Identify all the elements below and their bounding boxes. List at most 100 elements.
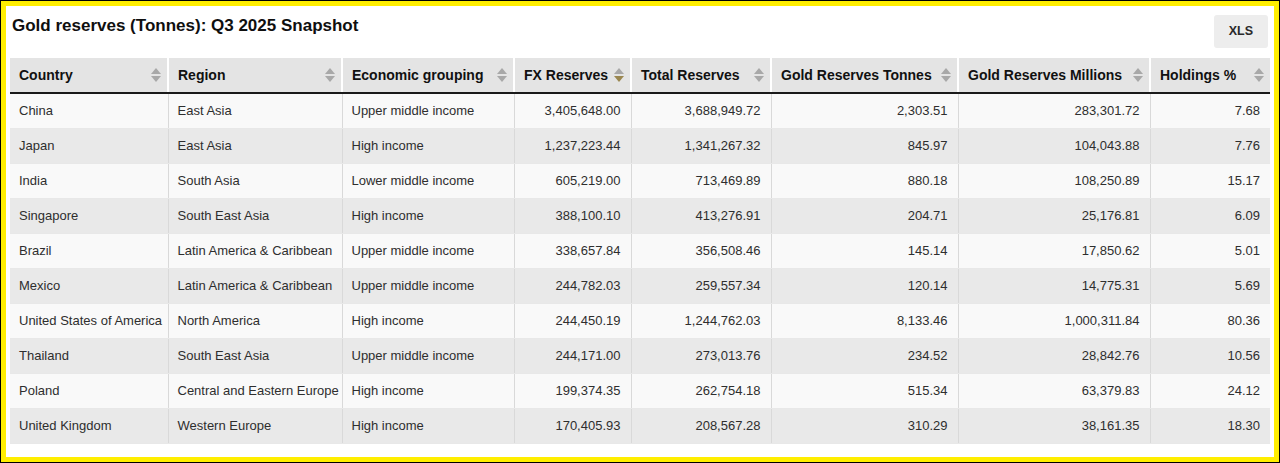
cell-region: East Asia xyxy=(168,129,342,164)
sort-icon xyxy=(754,68,764,82)
cell-country: Mexico xyxy=(10,269,168,304)
cell-total-reserves: 713,469.89 xyxy=(631,164,771,199)
column-header-economic-grouping[interactable]: Economic grouping xyxy=(342,58,514,93)
sort-down-arrow-icon xyxy=(325,76,335,82)
cell-total-reserves: 273,013.76 xyxy=(631,339,771,374)
reserves-table: Country Region Economic grouping FX Reserve… xyxy=(10,58,1270,444)
table-row: SingaporeSouth East AsiaHigh income388,1… xyxy=(10,199,1270,234)
sort-down-arrow-icon xyxy=(614,76,624,82)
column-header-inner: Total Reserves xyxy=(632,67,770,83)
cell-gold-reserves-millions: 1,000,311.84 xyxy=(958,304,1150,339)
table-row: MexicoLatin America & CaribbeanUpper mid… xyxy=(10,269,1270,304)
cell-holdings: 7.76 xyxy=(1150,129,1270,164)
cell-economic-grouping: Upper middle income xyxy=(342,93,514,129)
sort-icon xyxy=(497,68,507,82)
sort-down-arrow-icon xyxy=(941,76,951,82)
column-header-holdings[interactable]: Holdings % xyxy=(1150,58,1270,93)
sort-icon xyxy=(941,68,951,82)
cell-gold-reserves-millions: 108,250.89 xyxy=(958,164,1150,199)
table-row: PolandCentral and Eastern EuropeHigh inc… xyxy=(10,374,1270,409)
sort-icon xyxy=(1254,68,1264,82)
cell-region: Western Europe xyxy=(168,409,342,444)
cell-country: Japan xyxy=(10,129,168,164)
sort-down-arrow-icon xyxy=(151,76,161,82)
cell-holdings: 18.30 xyxy=(1150,409,1270,444)
column-header-gold-reserves-millions[interactable]: Gold Reserves Millions xyxy=(958,58,1150,93)
column-header-total-reserves[interactable]: Total Reserves xyxy=(631,58,771,93)
column-header-inner: Economic grouping xyxy=(343,67,513,83)
sort-icon xyxy=(1133,68,1143,82)
column-header-label: Gold Reserves Tonnes xyxy=(781,67,932,83)
cell-region: South East Asia xyxy=(168,199,342,234)
cell-total-reserves: 259,557.34 xyxy=(631,269,771,304)
cell-fx-reserves: 388,100.10 xyxy=(514,199,631,234)
cell-total-reserves: 356,508.46 xyxy=(631,234,771,269)
sort-down-arrow-icon xyxy=(497,76,507,82)
table-row: United KingdomWestern EuropeHigh income1… xyxy=(10,409,1270,444)
yellow-frame: Gold reserves (Tonnes): Q3 2025 Snapshot… xyxy=(1,1,1279,462)
sort-up-arrow-icon xyxy=(614,68,624,74)
sort-up-arrow-icon xyxy=(1254,68,1264,74)
cell-holdings: 5.69 xyxy=(1150,269,1270,304)
column-header-label: Total Reserves xyxy=(641,67,740,83)
column-header-label: Gold Reserves Millions xyxy=(968,67,1122,83)
cell-holdings: 15.17 xyxy=(1150,164,1270,199)
table-row: IndiaSouth AsiaLower middle income605,21… xyxy=(10,164,1270,199)
cell-holdings: 10.56 xyxy=(1150,339,1270,374)
header-bar: Gold reserves (Tonnes): Q3 2025 Snapshot… xyxy=(10,10,1270,58)
cell-holdings: 7.68 xyxy=(1150,93,1270,129)
cell-gold-reserves-tonnes: 880.18 xyxy=(771,164,958,199)
cell-fx-reserves: 244,450.19 xyxy=(514,304,631,339)
column-header-country[interactable]: Country xyxy=(10,58,168,93)
header-row: Country Region Economic grouping FX Reserve… xyxy=(10,58,1270,93)
cell-holdings: 80.36 xyxy=(1150,304,1270,339)
table-row: BrazilLatin America & CaribbeanUpper mid… xyxy=(10,234,1270,269)
sort-down-arrow-icon xyxy=(1133,76,1143,82)
column-header-inner: Country xyxy=(10,67,167,83)
table-body: ChinaEast AsiaUpper middle income3,405,6… xyxy=(10,93,1270,444)
cell-economic-grouping: High income xyxy=(342,409,514,444)
column-header-label: FX Reserves xyxy=(524,67,608,83)
sort-up-arrow-icon xyxy=(497,68,507,74)
cell-country: United States of America xyxy=(10,304,168,339)
cell-fx-reserves: 3,405,648.00 xyxy=(514,93,631,129)
cell-fx-reserves: 1,237,223.44 xyxy=(514,129,631,164)
cell-gold-reserves-tonnes: 515.34 xyxy=(771,374,958,409)
cell-gold-reserves-millions: 28,842.76 xyxy=(958,339,1150,374)
cell-economic-grouping: Upper middle income xyxy=(342,339,514,374)
cell-country: India xyxy=(10,164,168,199)
cell-country: Singapore xyxy=(10,199,168,234)
cell-gold-reserves-tonnes: 120.14 xyxy=(771,269,958,304)
cell-economic-grouping: High income xyxy=(342,129,514,164)
cell-fx-reserves: 244,171.00 xyxy=(514,339,631,374)
column-header-gold-reserves-tonnes[interactable]: Gold Reserves Tonnes xyxy=(771,58,958,93)
cell-gold-reserves-millions: 17,850.62 xyxy=(958,234,1150,269)
column-header-fx-reserves[interactable]: FX Reserves xyxy=(514,58,631,93)
cell-country: Brazil xyxy=(10,234,168,269)
cell-fx-reserves: 605,219.00 xyxy=(514,164,631,199)
sort-down-arrow-icon xyxy=(754,76,764,82)
table-row: ThailandSouth East AsiaUpper middle inco… xyxy=(10,339,1270,374)
column-header-inner: Region xyxy=(169,67,341,83)
sort-up-arrow-icon xyxy=(325,68,335,74)
cell-gold-reserves-tonnes: 310.29 xyxy=(771,409,958,444)
cell-fx-reserves: 338,657.84 xyxy=(514,234,631,269)
cell-region: East Asia xyxy=(168,93,342,129)
cell-economic-grouping: High income xyxy=(342,374,514,409)
cell-gold-reserves-millions: 38,161.35 xyxy=(958,409,1150,444)
cell-total-reserves: 1,244,762.03 xyxy=(631,304,771,339)
sort-up-arrow-icon xyxy=(941,68,951,74)
sort-up-arrow-icon xyxy=(151,68,161,74)
cell-region: Latin America & Caribbean xyxy=(168,234,342,269)
page-title: Gold reserves (Tonnes): Q3 2025 Snapshot xyxy=(12,15,358,37)
column-header-label: Holdings % xyxy=(1160,67,1236,83)
column-header-region[interactable]: Region xyxy=(168,58,342,93)
export-xls-button[interactable]: XLS xyxy=(1214,15,1268,48)
sort-down-arrow-icon xyxy=(1254,76,1264,82)
cell-region: South East Asia xyxy=(168,339,342,374)
cell-gold-reserves-tonnes: 2,303.51 xyxy=(771,93,958,129)
column-header-label: Region xyxy=(178,67,225,83)
column-header-label: Country xyxy=(19,67,73,83)
table-row: ChinaEast AsiaUpper middle income3,405,6… xyxy=(10,93,1270,129)
cell-economic-grouping: High income xyxy=(342,199,514,234)
